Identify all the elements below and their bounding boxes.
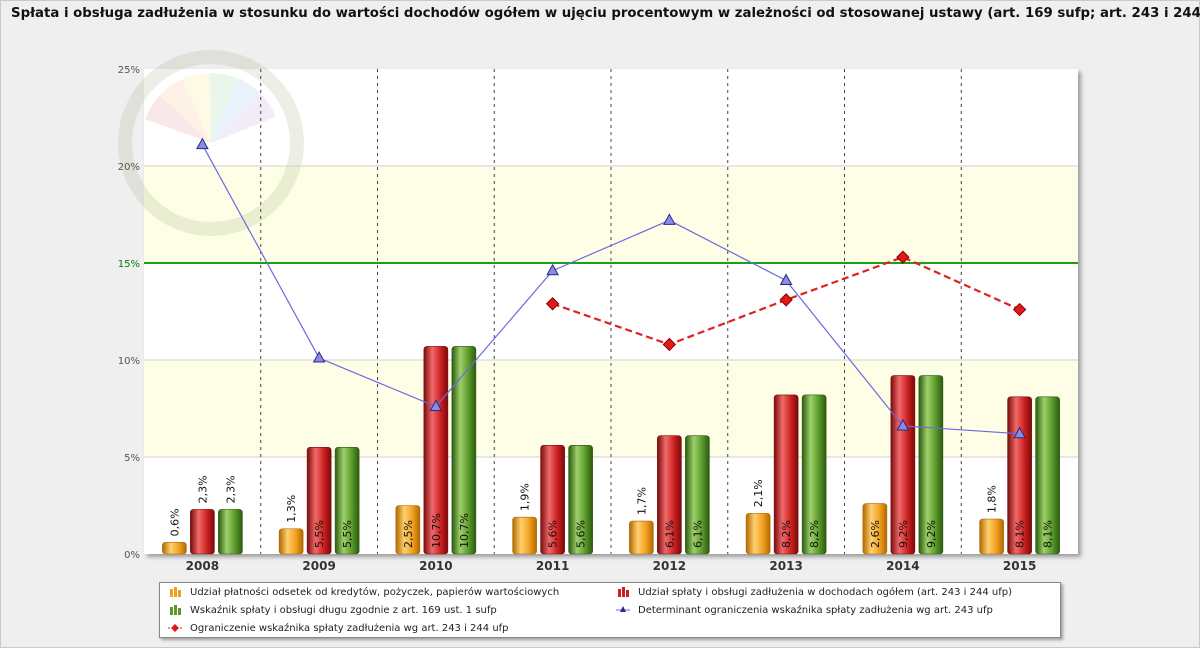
bar-data-label: 5,6% (547, 520, 560, 548)
bar-data-label: 5,5% (313, 520, 326, 548)
bar-data-label: 1,9% (519, 483, 532, 511)
line-marker-triangle (896, 418, 910, 431)
line-marker-diamond (662, 337, 677, 352)
legend-item: Wskaźnik spłaty i obsługi długu zgodnie … (168, 602, 497, 618)
legend-item: Ograniczenie wskaźnika spłaty zadłużenia… (168, 620, 509, 636)
bar-data-label: 2,3% (224, 475, 237, 503)
x-tick-label: 2009 (302, 559, 335, 573)
bar-data-label: 6,1% (691, 520, 704, 548)
bar-data-label: 0,6% (168, 508, 181, 536)
bar (862, 503, 888, 555)
bar-data-label: 8,1% (1042, 520, 1055, 548)
x-tick-label: 2008 (186, 559, 219, 573)
line-marker-triangle (429, 399, 443, 412)
chart-legend: Udział płatności odsetek od kredytów, po… (159, 582, 1061, 638)
line-marker-triangle (312, 351, 326, 363)
bar-data-label: 10,7% (458, 513, 471, 548)
x-tick-label: 2013 (769, 559, 802, 573)
bar (512, 516, 537, 555)
line-marker-triangle (779, 273, 793, 285)
x-tick-label: 2012 (653, 559, 686, 573)
legend-swatch-icon (618, 587, 629, 597)
legend-item: Udział spłaty i obsługi zadłużenia w doc… (616, 584, 1012, 600)
legend-swatch-icon (168, 624, 182, 632)
bar-data-label: 2,5% (402, 520, 415, 548)
y-tick-label: 20% (118, 162, 140, 173)
bar (685, 435, 710, 555)
x-tick-label: 2015 (1003, 559, 1036, 573)
bar-data-label: 2,6% (869, 520, 882, 548)
bar (423, 346, 449, 555)
legend-swatch-icon (616, 606, 630, 612)
y-tick-label: 15% (118, 259, 140, 270)
legend-label: Determinant ograniczenia wskaźnika spłat… (638, 604, 993, 616)
bar-data-label: 9,2% (897, 520, 910, 548)
bar-data-label: 2,3% (196, 475, 209, 503)
y-tick-label: 0% (124, 550, 140, 561)
bar-data-label: 8,2% (808, 520, 821, 548)
y-tick-label: 10% (118, 356, 140, 367)
x-tick-label: 2014 (886, 559, 919, 573)
watermark-seal (118, 50, 304, 236)
bar-data-label: 5,5% (341, 520, 354, 548)
bar (395, 505, 421, 555)
legend-swatch-icon (170, 605, 181, 615)
bar (773, 394, 799, 555)
bar (801, 394, 827, 555)
legend-label: Ograniczenie wskaźnika spłaty zadłużenia… (190, 622, 509, 634)
bar (1007, 396, 1032, 555)
bar-data-label: 1,3% (285, 495, 298, 523)
bar-data-label: 6,1% (663, 520, 676, 548)
line-marker-triangle (1013, 426, 1026, 439)
bar-data-label: 5,6% (575, 520, 588, 548)
bar (745, 512, 771, 555)
line-marker-triangle (546, 263, 559, 276)
x-tick-label: 2011 (536, 559, 569, 573)
y-tick-label: 5% (124, 453, 140, 464)
bar-data-label: 1,8% (986, 485, 999, 513)
chart-title: Spłata i obsługa zadłużenia w stosunku d… (11, 6, 1200, 21)
bar (890, 375, 916, 555)
line-marker-diamond (1012, 302, 1027, 317)
bar (657, 435, 682, 555)
bar (451, 346, 477, 555)
bar (540, 445, 565, 555)
series-line (201, 144, 1020, 435)
legend-item: Determinant ograniczenia wskaźnika spłat… (616, 602, 993, 618)
bar (918, 375, 944, 555)
bar (979, 518, 1004, 555)
bar-data-label: 9,2% (925, 520, 938, 548)
line-marker-diamond (896, 250, 910, 264)
line-marker-diamond (545, 297, 560, 311)
line-marker-diamond (779, 293, 793, 307)
legend-swatch-icon (170, 587, 181, 597)
bar-data-label: 10,7% (430, 513, 443, 548)
line-marker-triangle (196, 137, 209, 150)
bar-data-label: 8,2% (780, 520, 793, 548)
legend-label: Udział płatności odsetek od kredytów, po… (190, 586, 560, 598)
bar (218, 509, 243, 555)
legend-item: Udział płatności odsetek od kredytów, po… (168, 584, 559, 600)
legend-label: Udział spłaty i obsługi zadłużenia w doc… (638, 586, 1013, 598)
legend-label: Wskaźnik spłaty i obsługi długu zgodnie … (190, 604, 497, 616)
x-tick-label: 2010 (419, 559, 452, 573)
y-tick-label: 25% (118, 65, 140, 76)
bar (568, 445, 593, 555)
bar (306, 446, 332, 555)
bar-data-label: 2,1% (752, 479, 765, 507)
bar-data-label: 1,7% (635, 487, 648, 515)
bar (629, 520, 654, 555)
line-marker-triangle (663, 213, 676, 225)
bar (190, 509, 215, 555)
bar-data-label: 8,1% (1014, 520, 1027, 548)
bar (334, 446, 360, 555)
bar (278, 528, 304, 555)
bar (162, 542, 187, 555)
bar (1035, 396, 1060, 555)
